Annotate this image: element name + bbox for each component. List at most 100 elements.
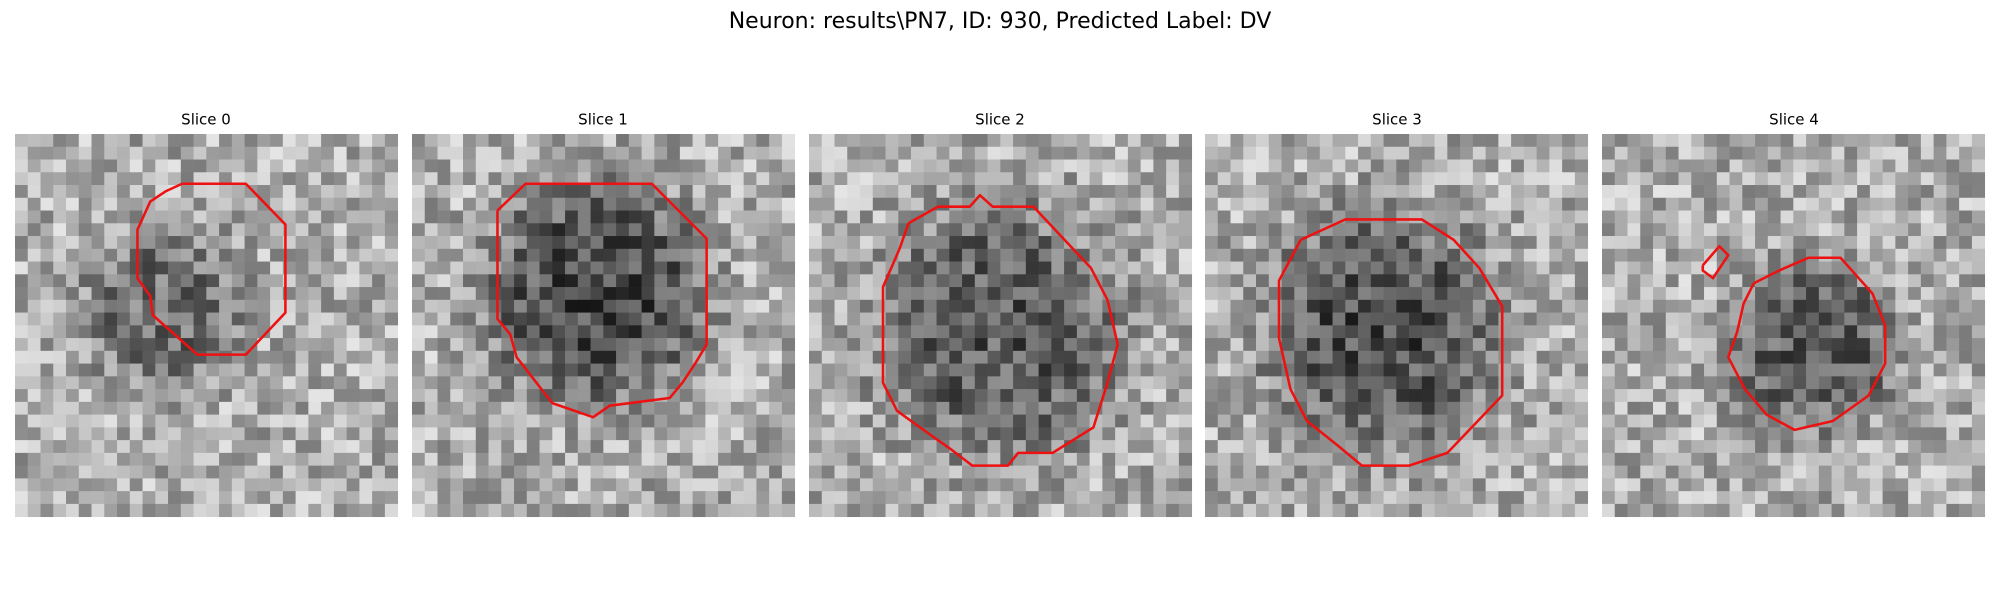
- pixel: [1933, 427, 1947, 441]
- pixel: [155, 159, 169, 173]
- pixel: [219, 452, 233, 467]
- pixel: [834, 172, 848, 186]
- pixel: [539, 363, 553, 377]
- pixel: [821, 325, 835, 339]
- pixel: [1857, 350, 1871, 364]
- pixel: [15, 478, 29, 492]
- pixel: [1370, 287, 1384, 301]
- pixel: [1460, 491, 1474, 505]
- pixel: [718, 236, 732, 250]
- pixel: [321, 248, 335, 262]
- pixel: [565, 299, 579, 313]
- pixel: [244, 159, 258, 173]
- pixel: [66, 465, 80, 479]
- pixel: [359, 210, 373, 224]
- pixel: [860, 159, 874, 173]
- pixel: [412, 452, 426, 467]
- pixel: [1602, 389, 1616, 403]
- pixel: [424, 376, 438, 390]
- pixel: [949, 159, 963, 173]
- pixel: [66, 401, 80, 415]
- pixel: [180, 452, 194, 467]
- pixel: [1332, 236, 1346, 250]
- pixel: [1460, 134, 1474, 148]
- pixel: [91, 172, 105, 186]
- pixel: [654, 312, 668, 326]
- pixel: [1523, 401, 1538, 415]
- pixel: [1640, 350, 1654, 364]
- pixel: [1831, 159, 1845, 173]
- pixel: [1281, 236, 1295, 250]
- pixel: [1920, 236, 1935, 250]
- pixel: [860, 350, 874, 364]
- pixel: [1000, 299, 1014, 313]
- pixel: [1574, 414, 1589, 428]
- pixel: [1268, 389, 1282, 403]
- pixel: [539, 299, 553, 313]
- pixel: [270, 299, 284, 313]
- pixel: [104, 223, 118, 237]
- pixel: [1230, 261, 1244, 275]
- pixel: [1051, 312, 1065, 326]
- pixel: [705, 236, 719, 250]
- pixel: [821, 287, 835, 301]
- pixel: [180, 465, 194, 479]
- pixel: [1294, 389, 1308, 403]
- pixel: [1857, 452, 1871, 467]
- pixel: [463, 491, 477, 505]
- pixel: [1653, 312, 1667, 326]
- pixel: [1704, 389, 1718, 403]
- pixel: [1882, 440, 1896, 454]
- pixel: [117, 248, 131, 262]
- pixel: [730, 350, 745, 364]
- pixel: [424, 172, 438, 186]
- pixel: [552, 338, 566, 352]
- pixel: [743, 210, 757, 224]
- pixel: [1844, 274, 1858, 288]
- pixel: [1653, 287, 1667, 301]
- pixel: [333, 491, 348, 505]
- pixel: [412, 223, 426, 237]
- pixel: [1256, 452, 1270, 467]
- pixel: [372, 465, 386, 479]
- pixel: [359, 261, 373, 275]
- pixel: [539, 146, 553, 160]
- pixel: [384, 261, 399, 275]
- pixel: [1882, 261, 1896, 275]
- pixel: [641, 338, 655, 352]
- pixel: [1089, 452, 1103, 467]
- pixel: [346, 312, 360, 326]
- pixel: [1089, 350, 1103, 364]
- pixel: [628, 325, 642, 339]
- pixel: [1640, 197, 1654, 211]
- pixel: [692, 134, 706, 148]
- pixel: [1089, 299, 1103, 313]
- pixel: [1653, 134, 1667, 148]
- pixel: [552, 197, 566, 211]
- pixel: [1716, 261, 1730, 275]
- pixel: [1729, 452, 1743, 467]
- pixel: [936, 478, 950, 492]
- pixel: [885, 478, 899, 492]
- pixel: [129, 414, 143, 428]
- pixel: [667, 491, 681, 505]
- pixel: [847, 261, 861, 275]
- pixel: [834, 197, 848, 211]
- pixel: [616, 236, 630, 250]
- pixel: [244, 427, 258, 441]
- pixel: [1523, 134, 1538, 148]
- pixel: [1153, 427, 1167, 441]
- pixel: [1908, 478, 1922, 492]
- pixel: [219, 338, 233, 352]
- pixel: [898, 159, 912, 173]
- pixel: [27, 465, 41, 479]
- pixel: [1256, 159, 1270, 173]
- pixel: [781, 427, 796, 441]
- pixel: [257, 491, 271, 505]
- pixel: [1971, 503, 1986, 518]
- pixel: [321, 376, 335, 390]
- pixel: [488, 401, 502, 415]
- pixel: [949, 236, 963, 250]
- pixel: [692, 414, 706, 428]
- pixel: [885, 159, 899, 173]
